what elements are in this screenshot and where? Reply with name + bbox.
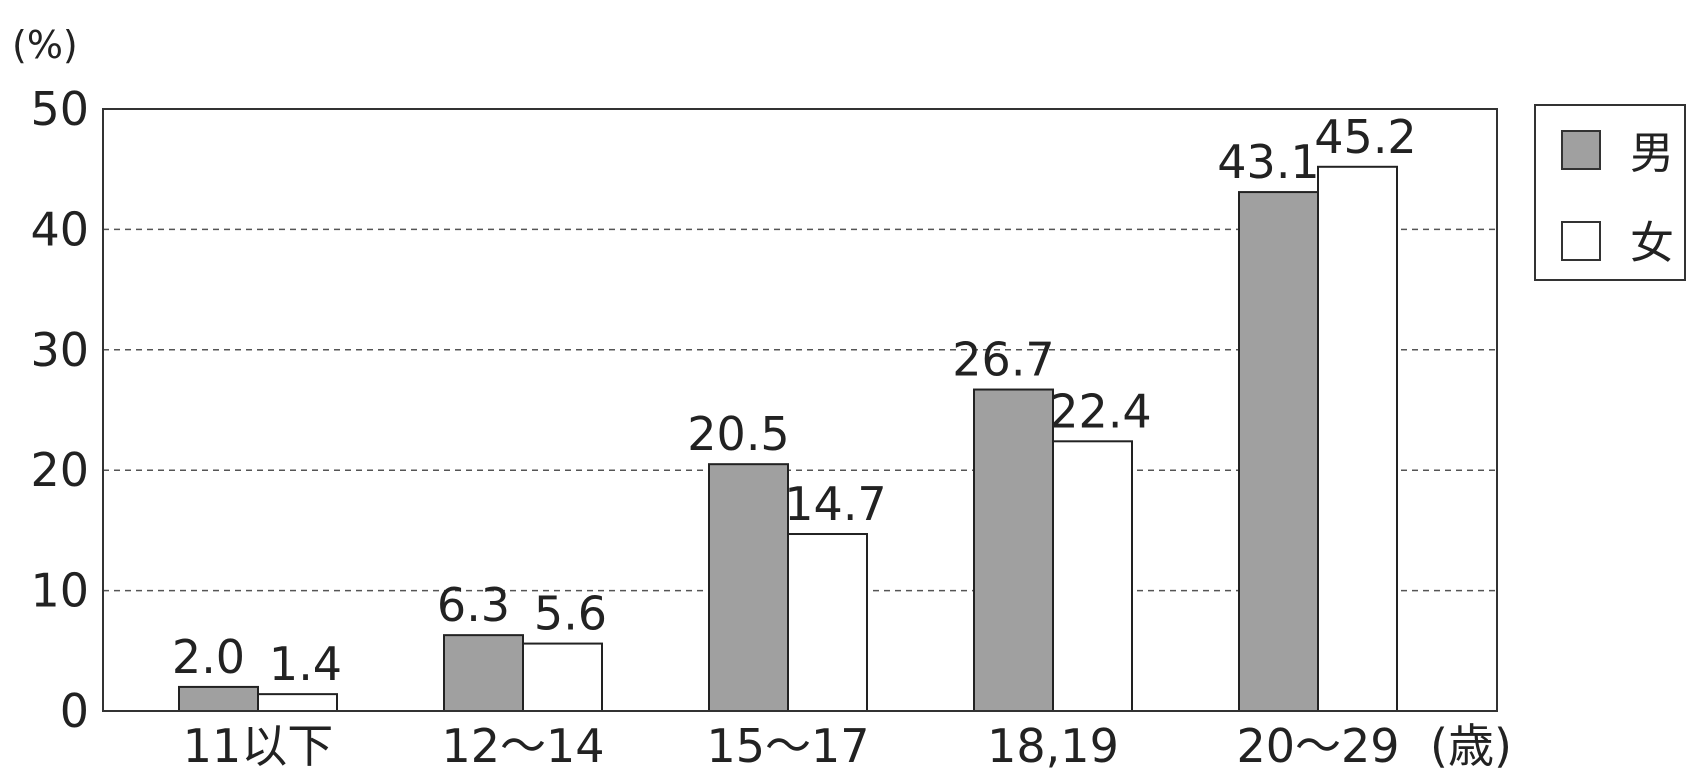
bar-female bbox=[257, 693, 338, 712]
data-label: 6.3 bbox=[437, 578, 510, 632]
data-label: 1.4 bbox=[269, 637, 342, 691]
x-category-label: 15～17 bbox=[706, 719, 869, 772]
legend-swatch-male bbox=[1561, 130, 1601, 170]
legend-box bbox=[1534, 104, 1686, 281]
bar-male bbox=[973, 388, 1054, 712]
data-label: 5.6 bbox=[534, 587, 607, 641]
data-label: 45.2 bbox=[1314, 110, 1416, 164]
data-label: 14.7 bbox=[784, 477, 886, 531]
y-tick-label: 30 bbox=[30, 323, 89, 377]
x-category-label: 20～29 bbox=[1236, 719, 1399, 772]
plot-frame bbox=[102, 108, 1498, 712]
x-category-label: 12～14 bbox=[441, 719, 604, 772]
legend-label-male: 男 bbox=[1630, 128, 1674, 179]
y-tick-label: 40 bbox=[30, 202, 89, 256]
bar-male bbox=[708, 463, 789, 712]
bar-female bbox=[522, 642, 603, 712]
legend-swatch-female bbox=[1561, 221, 1601, 261]
y-tick-label: 0 bbox=[60, 684, 89, 738]
bar-male bbox=[1238, 191, 1319, 713]
data-label: 26.7 bbox=[952, 333, 1054, 387]
y-tick-label: 50 bbox=[30, 82, 89, 136]
data-label: 20.5 bbox=[687, 407, 789, 461]
x-unit-label: (歳) bbox=[1430, 719, 1512, 772]
x-category-label: 11以下 bbox=[183, 719, 334, 772]
legend-label-female: 女 bbox=[1630, 218, 1674, 269]
data-labels: 2.0 1.4 6.3 5.6 20.5 14.7 26.722.4 43.145.2 bbox=[172, 110, 1417, 691]
bar-male bbox=[443, 634, 524, 713]
y-tick-label: 10 bbox=[30, 564, 89, 618]
data-label: 22.4 bbox=[1049, 384, 1151, 438]
y-unit-label: (%) bbox=[12, 23, 78, 67]
bar-female bbox=[1317, 165, 1398, 713]
y-axis-ticks: 0 10 20 30 40 50 bbox=[30, 82, 89, 738]
data-label: 2.0 bbox=[172, 630, 245, 684]
bar-female bbox=[1052, 440, 1133, 712]
y-tick-label: 20 bbox=[30, 443, 89, 497]
x-axis-labels: 11以下 12～14 15～17 18,19 20～29 bbox=[183, 719, 1400, 772]
bar-female bbox=[787, 533, 868, 713]
x-category-label: 18,19 bbox=[987, 719, 1119, 772]
data-label: 43.1 bbox=[1217, 135, 1319, 189]
bar-male bbox=[178, 685, 259, 712]
legend: 男 女 bbox=[1534, 104, 1686, 281]
